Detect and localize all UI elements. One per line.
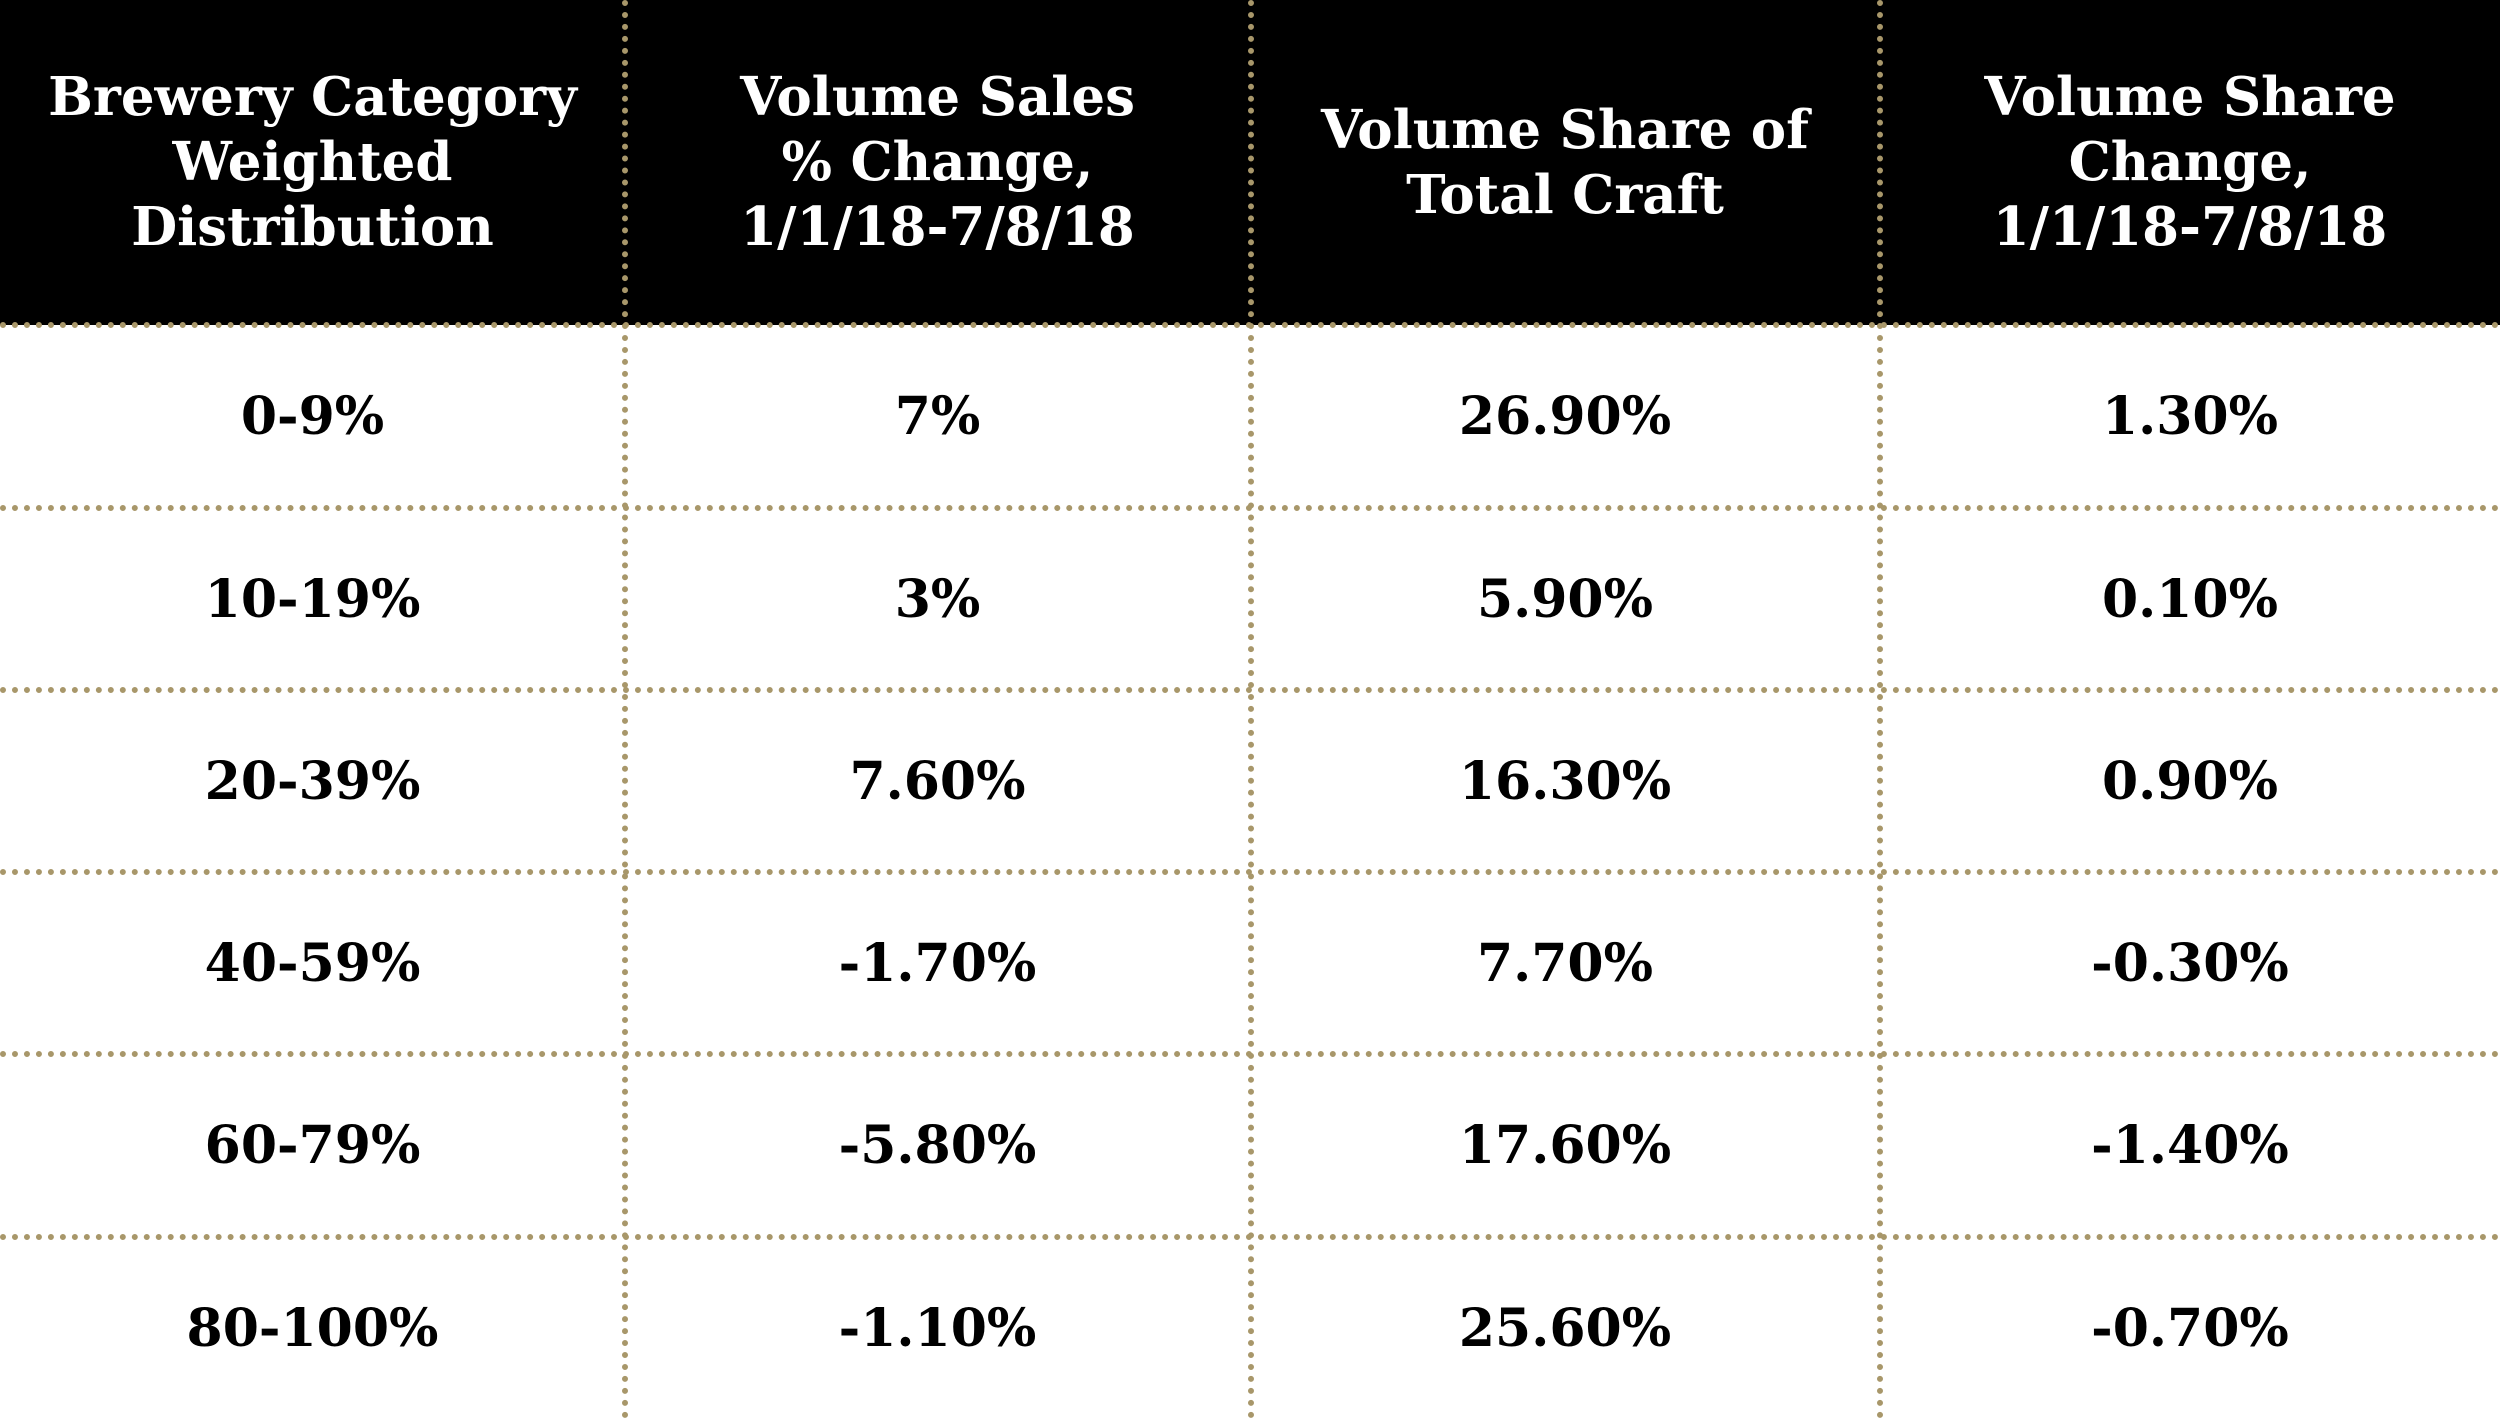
column-divider-1 [622,0,628,1419]
column-header-3: Volume Share of Total Craft [1321,98,1809,226]
row-divider-3 [0,687,2500,693]
row-divider-2 [0,505,2500,511]
row-divider-4 [0,869,2500,875]
table-cell-r5-c4: -1.40% [2091,1114,2289,1176]
table-cell-r2-c2: 3% [894,568,981,630]
table-cell-r6-c1: 80-100% [186,1297,439,1359]
table-cell-r5-c3: 17.60% [1458,1114,1672,1176]
table-cell-r3-c4: 0.90% [2101,750,2279,812]
table-cell-r4-c4: -0.30% [2091,932,2289,994]
table-cell-r2-c1: 10-19% [204,568,421,630]
table-cell-r1-c2: 7% [894,385,981,447]
table-cell-r3-c1: 20-39% [204,750,421,812]
table-cell-r6-c2: -1.10% [838,1297,1037,1359]
column-header-2: Volume Sales % Change, 1/1/18-7/8/18 [740,66,1135,258]
table-cell-r5-c1: 60-79% [204,1114,421,1176]
table-cell-r1-c3: 26.90% [1458,385,1672,447]
table-cell-r6-c3: 25.60% [1458,1297,1672,1359]
table-cell-r2-c4: 0.10% [2101,568,2279,630]
column-header-1: Brewery Category Weighted Distribution [48,66,577,258]
table-cell-r3-c2: 7.60% [849,750,1026,812]
table-cell-r4-c3: 7.70% [1476,932,1654,994]
column-divider-3 [1877,0,1883,1419]
table-cell-r2-c3: 5.90% [1476,568,1654,630]
table-cell-r6-c4: -0.70% [2091,1297,2289,1359]
row-divider-1 [0,322,2500,328]
row-divider-6 [0,1234,2500,1240]
column-header-4: Volume Share Change, 1/1/18-7/8/18 [1984,66,2396,258]
table-cell-r4-c2: -1.70% [838,932,1037,994]
table-cell-r5-c2: -5.80% [838,1114,1037,1176]
table-cell-r4-c1: 40-59% [204,932,421,994]
table-cell-r1-c4: 1.30% [2101,385,2279,447]
table-cell-r1-c1: 0-9% [240,385,385,447]
column-divider-2 [1248,0,1254,1419]
row-divider-5 [0,1051,2500,1057]
table-cell-r3-c3: 16.30% [1458,750,1672,812]
